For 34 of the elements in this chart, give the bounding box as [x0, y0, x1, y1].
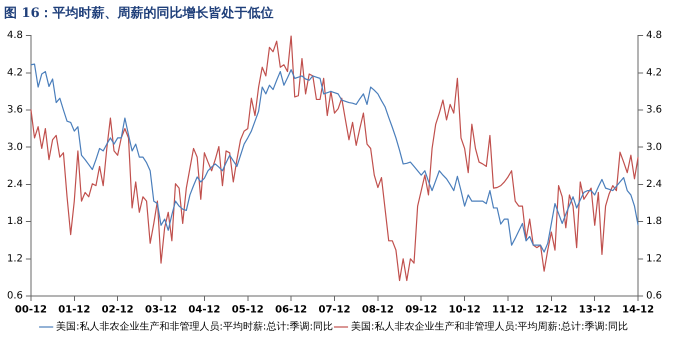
x-tick-label: 03-12: [145, 304, 178, 316]
x-tick-label: 06-12: [275, 304, 308, 316]
chart-title: 图 16：平均时薪、周薪的同比增长皆处于低位: [4, 5, 274, 22]
y-tick-label: 2.4: [6, 178, 23, 190]
y2-tick-label: 2.4: [646, 178, 662, 190]
y2-tick-label: 0.6: [646, 290, 662, 302]
y-tick-label: 1.8: [6, 216, 23, 228]
x-tick-label: 02-12: [102, 304, 134, 316]
x-tick-label: 13-12: [578, 304, 611, 316]
y2-tick-label: 1.2: [646, 253, 662, 264]
x-tick-label: 07-12: [318, 304, 351, 316]
y2-tick-label: 3.6: [646, 104, 662, 116]
x-tick-label: 12-12: [535, 304, 568, 316]
x-tick-label: 05-12: [232, 304, 264, 316]
y-tick-label: 1.2: [6, 253, 23, 264]
x-tick-label: 14-12: [622, 304, 654, 316]
y-tick-label: 4.8: [6, 30, 23, 42]
x-tick-label: 10-12: [448, 304, 481, 316]
x-tick-label: 08-12: [362, 304, 394, 316]
y-tick-label: 4.2: [6, 67, 23, 78]
y2-tick-label: 4.8: [646, 30, 662, 42]
y-tick-label: 3.0: [6, 142, 23, 153]
legend-label: 美国:私人非农企业生产和非管理人员:平均周薪:总计:季调:同比: [351, 320, 628, 333]
y2-tick-label: 1.8: [646, 216, 662, 228]
x-tick-label: 11-12: [492, 304, 524, 316]
y2-tick-label: 4.2: [646, 67, 662, 78]
y2-tick-label: 3.0: [646, 142, 662, 153]
x-tick-label: 09-12: [405, 304, 438, 316]
x-tick-label: 04-12: [188, 304, 220, 316]
y-tick-label: 3.6: [6, 104, 23, 116]
y-tick-label: 0.6: [6, 290, 23, 302]
x-tick-label: 00-12: [14, 304, 47, 316]
legend-label: 美国:私人非农企业生产和非管理人员:平均时薪:总计:季调:同比: [56, 320, 334, 333]
x-tick-label: 01-12: [58, 304, 90, 316]
